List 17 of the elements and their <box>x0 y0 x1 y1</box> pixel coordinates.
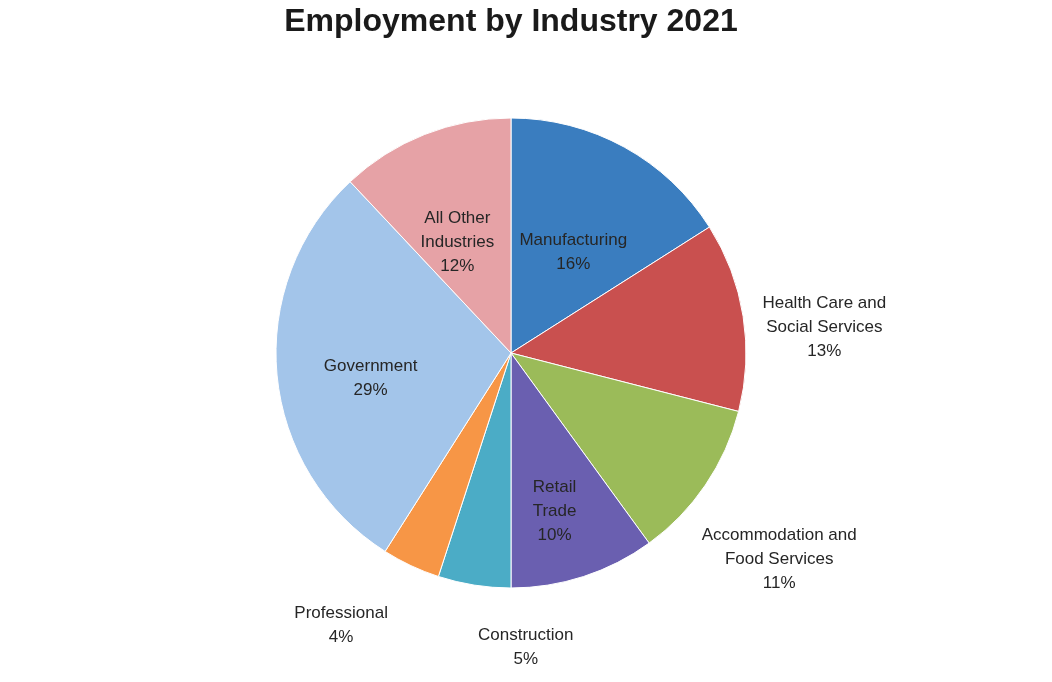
data-label: 10% <box>537 525 572 545</box>
data-label: 5% <box>513 648 539 668</box>
slice-label: Accommodation and Food Services <box>701 525 857 569</box>
data-label: 11% <box>762 573 796 593</box>
slice-label: Health Care and Social Services <box>762 293 887 337</box>
slice-label: Construction <box>478 624 574 644</box>
chart-title: Employment by Industry 2021 <box>284 2 738 38</box>
data-label: 13% <box>807 341 842 361</box>
data-label: 4% <box>328 626 354 646</box>
data-label: 12% <box>440 255 475 275</box>
slice-label: Manufacturing <box>519 229 628 249</box>
slice-label: Professional <box>294 602 388 622</box>
data-label: 29% <box>353 380 388 400</box>
slice-label: All Other Industries <box>420 207 495 251</box>
data-label: 16% <box>556 253 591 273</box>
slice-label: Retail Trade <box>532 477 577 521</box>
slice-label: Government <box>323 356 418 376</box>
